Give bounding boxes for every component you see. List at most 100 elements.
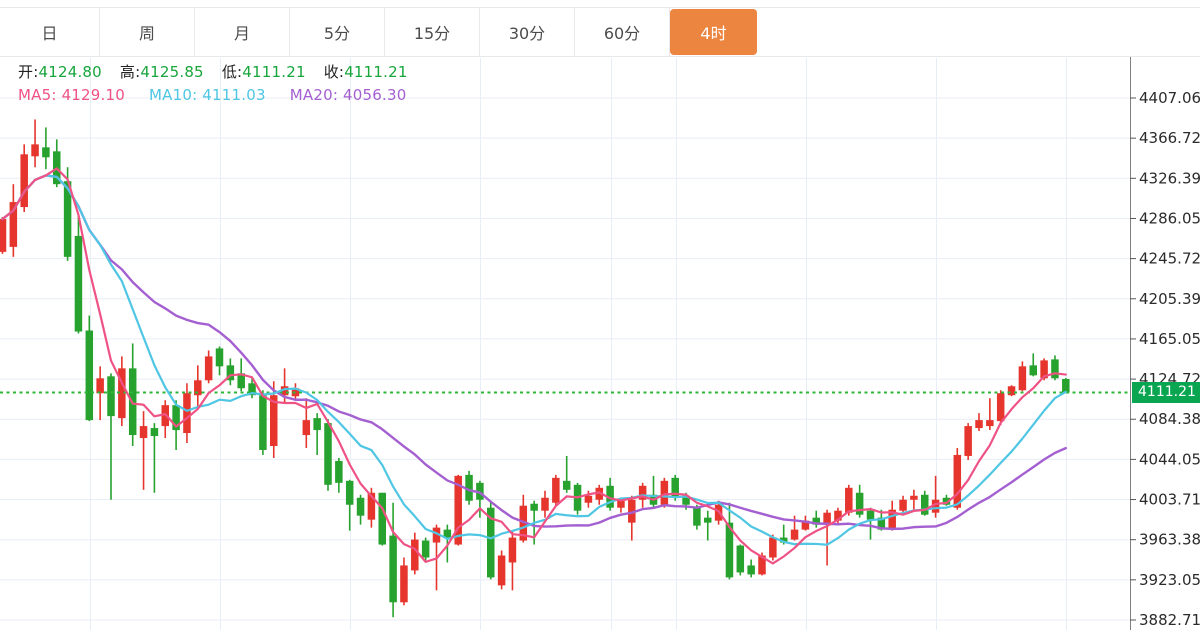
ohlc-label: 低: <box>221 63 243 81</box>
candle-body <box>617 500 625 508</box>
ma-value: MA10: 4111.03 <box>149 86 266 104</box>
candle-body <box>758 555 766 575</box>
tab-60分[interactable]: 60分 <box>575 8 670 56</box>
y-tick-label: 4286.05 <box>1139 209 1200 227</box>
candle-body <box>584 495 593 503</box>
candle-body <box>194 380 202 396</box>
candle-body <box>801 520 810 530</box>
candle-body <box>1040 360 1048 379</box>
y-tick-label: 4084.38 <box>1139 410 1200 428</box>
candle-body <box>389 535 397 603</box>
ohlc-label: 开: <box>18 63 39 81</box>
candle-body <box>899 499 907 511</box>
candle-body <box>953 454 962 508</box>
candle-body <box>20 154 28 208</box>
candle-body <box>487 507 495 578</box>
y-tick-label: 4165.05 <box>1139 330 1200 348</box>
candle-body <box>779 537 788 543</box>
candle-body <box>259 395 267 450</box>
h-gridlines <box>0 97 1130 621</box>
ohlc-readout: 开:4124.80 高:4125.85 低:4111.21 收:4111.21 <box>18 61 426 82</box>
candle-body <box>432 527 441 543</box>
candle-body <box>671 477 679 498</box>
candle-body <box>790 529 799 540</box>
candle-body <box>302 420 311 436</box>
candle-body <box>877 517 886 530</box>
candle-body <box>660 480 669 505</box>
candle-body <box>0 219 7 252</box>
candle-body <box>476 482 484 500</box>
y-tick-label: 4326.39 <box>1139 169 1200 187</box>
y-axis-ticks: 4407.06 4366.72 4326.39 4286.05 4245.72 4205.… <box>1130 89 1200 629</box>
candle-body <box>9 202 18 247</box>
candle-body <box>986 420 994 427</box>
candle-body <box>248 383 256 396</box>
candle-body <box>921 494 929 515</box>
candle-body <box>443 529 452 538</box>
y-tick-label: 4044.05 <box>1139 450 1200 468</box>
candle-body <box>562 480 571 490</box>
candle-body <box>910 495 918 500</box>
y-tick-label: 4205.39 <box>1139 290 1200 308</box>
candle-body <box>356 497 365 516</box>
candle-body <box>541 497 549 511</box>
ma-readout: MA5: 4129.10 MA10: 4111.03 MA20: 4056.30 <box>18 86 431 104</box>
tab-4时[interactable]: 4时 <box>670 9 757 55</box>
tab-15分[interactable]: 15分 <box>385 8 480 56</box>
candle-body <box>812 517 820 525</box>
candle-body <box>931 499 940 513</box>
candle-body <box>747 565 755 575</box>
candle-body <box>942 497 951 505</box>
candle-body <box>411 539 419 571</box>
tab-日[interactable]: 日 <box>0 8 100 56</box>
tab-30分[interactable]: 30分 <box>480 8 575 56</box>
candle-body <box>313 418 321 431</box>
candle-body <box>465 474 473 501</box>
interval-tabbar: 日周月 5分 15分 30分 60分 4时 <box>0 7 1200 57</box>
ma-lines <box>1 167 1068 565</box>
candle-body <box>552 477 560 503</box>
candle-body <box>378 492 386 545</box>
tab-5分[interactable]: 5分 <box>290 8 385 56</box>
candle-body <box>823 512 831 525</box>
ma20-line <box>1 174 1068 531</box>
candle-body <box>1051 359 1059 379</box>
candle-body <box>400 565 408 603</box>
candle-body <box>237 373 245 389</box>
candle-body <box>628 499 636 523</box>
candle-body <box>638 485 647 500</box>
y-tick-label: 4245.72 <box>1139 250 1200 268</box>
ma-value: MA20: 4056.30 <box>289 86 407 104</box>
candle-body <box>421 540 430 558</box>
candle-body <box>42 147 50 158</box>
candle-body <box>736 545 745 573</box>
candle-body <box>1007 386 1016 396</box>
candle-body <box>454 475 462 545</box>
ma5-line <box>1 167 1067 565</box>
tabbar-spacer <box>757 8 1200 56</box>
candle-body <box>270 395 278 446</box>
candle-body <box>855 492 864 515</box>
candle-body <box>139 426 148 439</box>
ohlc-value: 4124.80 <box>38 63 102 81</box>
candle-body <box>107 376 115 417</box>
candle-body <box>595 487 603 500</box>
candle-body <box>183 393 191 434</box>
candle-body <box>606 485 614 508</box>
tab-周[interactable]: 周 <box>100 8 195 56</box>
candle-body <box>497 555 506 586</box>
ohlc-label: 高: <box>119 63 141 81</box>
candle-body <box>345 480 354 505</box>
candle-body <box>975 420 983 429</box>
candle-body <box>834 510 842 521</box>
candle-body <box>693 507 701 526</box>
candle-body <box>150 428 159 437</box>
candle-body <box>866 510 875 520</box>
y-tick-label: 3882.71 <box>1139 611 1200 629</box>
ohlc-label: 收: <box>323 63 345 81</box>
tab-月[interactable]: 月 <box>195 8 290 56</box>
candle-body <box>1029 365 1037 376</box>
v-gridlines <box>90 58 1067 630</box>
candle-body <box>226 365 235 381</box>
